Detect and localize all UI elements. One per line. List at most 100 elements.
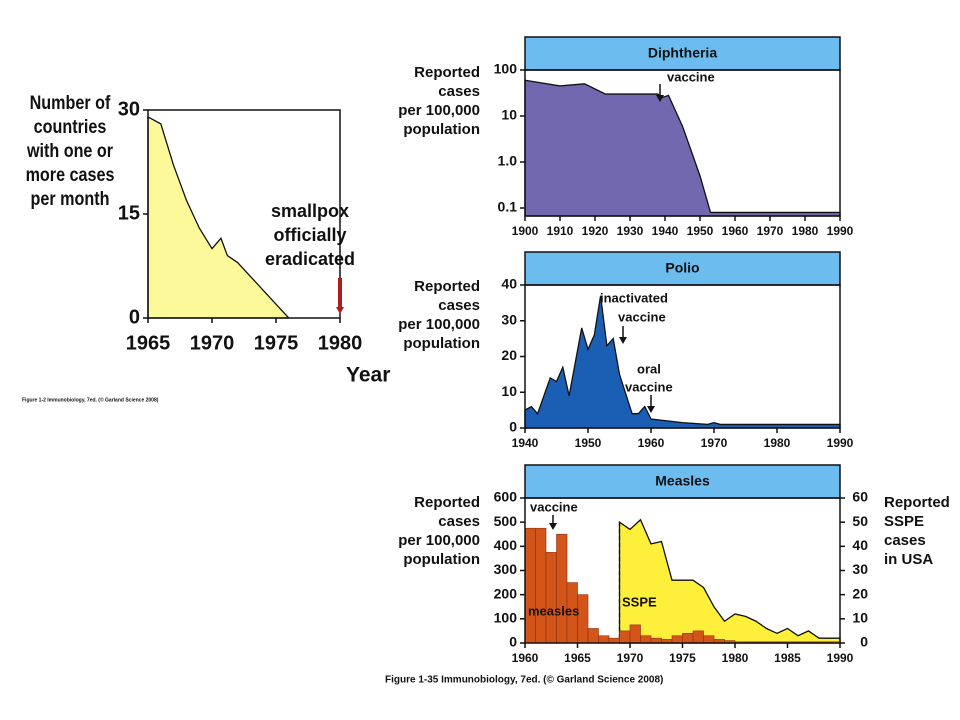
y-axis-label: countries [34, 116, 107, 138]
bar [577, 594, 589, 644]
caption: Figure 1-35 Immunobiology, 7ed. (© Garla… [385, 675, 663, 686]
y2-axis-label: cases [884, 532, 926, 549]
bar [703, 635, 715, 644]
x-tick-label: 1975 [254, 332, 299, 354]
y-tick-label: 1.0 [498, 153, 518, 169]
y-tick-label: 100 [494, 61, 518, 77]
y2-axis-label: Reported [884, 494, 950, 511]
y2-tick-label: 20 [852, 585, 868, 601]
bar [598, 635, 610, 644]
y2-axis-label: in USA [884, 551, 933, 568]
annotation: vaccine [618, 309, 666, 324]
y-tick-label: 10 [501, 383, 517, 399]
x-tick-label: 1980 [722, 651, 749, 665]
x-tick-label: 1930 [617, 224, 644, 238]
y-axis-label: per 100,000 [398, 316, 480, 333]
y2-tick-label: 30 [852, 561, 868, 577]
y-axis-label: per month [31, 188, 110, 210]
x-tick-label: 1960 [512, 651, 539, 665]
x-tick-label: 1990 [827, 651, 854, 665]
x-tick-label: 1950 [575, 436, 602, 450]
y-axis-label: Reported [414, 494, 480, 511]
x-tick-label: 1950 [687, 224, 714, 238]
area [524, 79, 841, 217]
y-axis-label: Reported [414, 64, 480, 81]
annotation: vaccine [625, 379, 673, 394]
arrow-head [619, 337, 627, 344]
y-axis-label: cases [438, 297, 480, 314]
x-tick-label: 1960 [722, 224, 749, 238]
y2-axis-label: SSPE [884, 513, 924, 530]
annotation: inactivated [600, 290, 668, 305]
y-tick-label: 10 [501, 107, 517, 123]
y-tick-label: 0 [509, 634, 517, 650]
y-tick-label: 40 [501, 276, 517, 292]
panel-title: Polio [665, 260, 699, 276]
x-tick-label: 1980 [764, 436, 791, 450]
panel-header [524, 464, 841, 499]
y-axis-label: per 100,000 [398, 532, 480, 549]
x-tick-label: 1965 [564, 651, 591, 665]
y-tick-label: 20 [501, 347, 517, 363]
y-tick-label: 600 [494, 489, 518, 505]
y-axis-label: per 100,000 [398, 102, 480, 119]
arrow-head [336, 307, 344, 314]
y2-tick-label: 0 [860, 634, 868, 650]
x-tick-label: 1970 [757, 224, 784, 238]
y2-tick-label: 40 [852, 537, 868, 553]
y2-tick-label: 50 [852, 513, 868, 529]
bar [535, 527, 547, 644]
y-tick-label: 100 [494, 610, 518, 626]
x-tick-label: 1965 [126, 332, 171, 354]
x-tick-label: 1990 [827, 224, 854, 238]
y-axis-label: cases [438, 513, 480, 530]
annotation: oral [637, 361, 661, 376]
panel-header [524, 251, 841, 286]
x-tick-label: 1985 [774, 651, 801, 665]
bar [671, 635, 683, 644]
x-tick-label: 1975 [669, 651, 696, 665]
annotation: smallpox [271, 201, 349, 221]
area [524, 295, 841, 429]
series-label: measles [528, 603, 579, 618]
x-tick-label: 1980 [792, 224, 819, 238]
y-tick-label: 0.1 [498, 199, 518, 215]
y-tick-label: 30 [501, 311, 517, 327]
x-tick-label: 1940 [512, 436, 539, 450]
arrow-head [549, 523, 557, 530]
bar [545, 552, 557, 644]
y-tick-label: 400 [494, 537, 518, 553]
bar [640, 635, 652, 644]
panel-title: Measles [655, 473, 710, 489]
annotation: eradicated [265, 249, 355, 269]
bar [619, 630, 631, 644]
y-axis-label: more cases [26, 164, 115, 186]
series-label: SSPE [622, 594, 657, 609]
bar [682, 633, 694, 644]
x-tick-label: 1970 [190, 332, 235, 354]
panel-title: Diphtheria [648, 45, 717, 61]
x-tick-label: 1960 [638, 436, 665, 450]
y-axis-label: Reported [414, 278, 480, 295]
y-tick-label: 15 [118, 202, 140, 224]
y2-tick-label: 60 [852, 489, 868, 505]
annotation: vaccine [530, 499, 578, 514]
bar [692, 630, 704, 644]
x-tick-label: 1980 [318, 332, 363, 354]
caption: Figure 1-2 Immunobiology, 7ed. (© Garlan… [22, 396, 159, 403]
y2-tick-label: 10 [852, 610, 868, 626]
area [618, 518, 841, 644]
y-tick-label: 200 [494, 585, 518, 601]
x-tick-label: 1920 [582, 224, 609, 238]
arrow-head [647, 406, 655, 413]
y-axis-label: cases [438, 83, 480, 100]
y-axis-label: population [403, 121, 480, 138]
y-axis-label: with one or [26, 140, 113, 162]
bar [556, 533, 568, 644]
y-axis-label: population [403, 551, 480, 568]
y-tick-label: 30 [118, 98, 140, 120]
bar [587, 628, 599, 644]
arrow-head [656, 95, 664, 102]
x-tick-label: 1990 [827, 436, 854, 450]
annotation: vaccine [667, 69, 715, 84]
